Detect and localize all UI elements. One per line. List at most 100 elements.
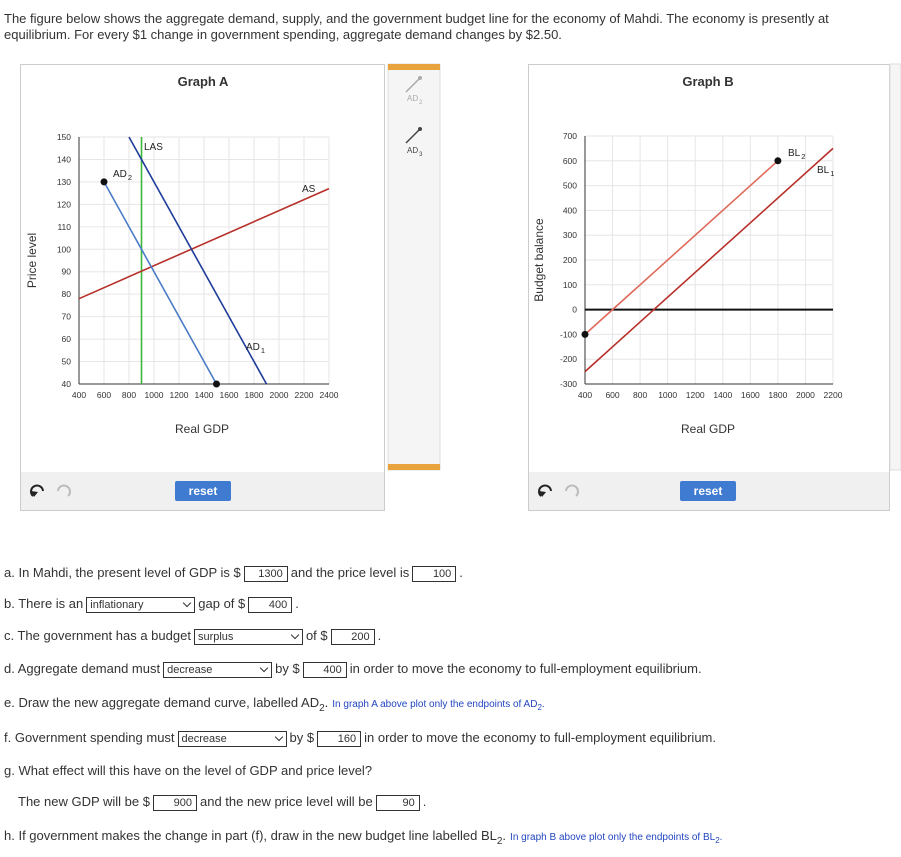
- text: d. Aggregate demand must: [4, 661, 161, 676]
- y-tick-label: 120: [57, 199, 71, 209]
- y-axis-title: Price level: [25, 233, 39, 288]
- y-tick-label: 100: [563, 280, 577, 290]
- text: gap of $: [198, 596, 246, 611]
- input[interactable]: 900: [153, 795, 197, 811]
- x-tick-label: 600: [605, 390, 619, 400]
- text: .: [324, 695, 329, 710]
- text: .: [459, 565, 463, 580]
- x-axis-title: Real GDP: [175, 422, 229, 436]
- undo-arc: [30, 484, 44, 497]
- curve: [78, 187, 330, 300]
- y-tick-label: 50: [62, 357, 72, 367]
- input[interactable]: 160: [317, 731, 362, 747]
- y-tick-label: 0: [572, 305, 577, 315]
- y-tick-label: 300: [563, 230, 577, 240]
- text: c. The government has a budget: [4, 628, 191, 643]
- tool-label-sub: 3: [419, 152, 423, 158]
- point: [100, 178, 108, 186]
- text: by $: [275, 661, 300, 676]
- x-tick-label: 400: [72, 390, 86, 400]
- question: The new GDP will be $900 and the new pric…: [18, 793, 426, 811]
- undo-icon[interactable]: [538, 484, 552, 497]
- y-tick-label: 700: [563, 131, 577, 141]
- select[interactable]: inflationary: [86, 597, 196, 613]
- curve-label-sub: 1: [261, 346, 265, 355]
- select[interactable]: decrease: [163, 662, 273, 678]
- text: b. There is an: [4, 596, 84, 611]
- curve: [584, 147, 834, 373]
- tool-icon-line: [405, 77, 421, 93]
- question: f. Government spending must decrease by $1…: [4, 729, 716, 747]
- reset-button[interactable]: [175, 481, 231, 501]
- text: h. If government makes the change in par…: [4, 828, 497, 843]
- text: g. What effect will this have on the lev…: [4, 763, 373, 778]
- curve-label-sub: 1: [830, 169, 834, 178]
- input[interactable]: 100: [412, 566, 457, 582]
- question: c. The government has a budget surplus of …: [4, 627, 381, 645]
- text: .: [422, 794, 427, 809]
- text: and the price level is: [290, 565, 410, 580]
- text: e. Draw the new aggregate demand curve, …: [4, 695, 320, 710]
- y-tick-label: 60: [62, 334, 72, 344]
- x-tick-label: 2200: [824, 390, 843, 400]
- curve: [584, 160, 779, 335]
- point: [774, 157, 782, 165]
- redo-arc: [57, 484, 71, 497]
- graph-title: Graph B: [682, 74, 733, 89]
- reset-label[interactable]: reset: [694, 484, 723, 498]
- input[interactable]: 400: [248, 597, 293, 613]
- curve-label: AS: [302, 184, 316, 195]
- text: of $: [305, 628, 328, 643]
- input[interactable]: 400: [302, 662, 347, 678]
- input[interactable]: 1300: [243, 566, 288, 582]
- question: h. If government makes the change in par…: [4, 827, 722, 851]
- y-tick-label: 100: [57, 244, 71, 254]
- undo-head: [31, 491, 38, 497]
- select[interactable]: surplus: [193, 629, 303, 645]
- question: e. Draw the new aggregate demand curve, …: [4, 694, 545, 718]
- text: in order to move the economy to full-emp…: [349, 661, 702, 676]
- y-tick-label: 110: [57, 222, 71, 232]
- x-tick-label: 1800: [245, 390, 264, 400]
- sub: 2: [319, 703, 325, 714]
- tool-label: AD: [407, 94, 418, 103]
- reset-label[interactable]: reset: [189, 484, 218, 498]
- redo-icon[interactable]: [565, 484, 579, 497]
- y-tick-label: 70: [62, 312, 72, 322]
- input[interactable]: 200: [330, 629, 375, 645]
- x-tick-label: 800: [122, 390, 136, 400]
- note: In graph A above plot only the endpoints…: [332, 699, 538, 710]
- y-tick-label: 40: [62, 379, 72, 389]
- note-sub: 2: [537, 703, 542, 712]
- y-tick-label: 400: [563, 205, 577, 215]
- x-tick-label: 400: [578, 390, 592, 400]
- y-tick-label: 90: [62, 267, 72, 277]
- y-tick-label: 600: [563, 156, 577, 166]
- redo-arc: [565, 484, 579, 497]
- reset-button[interactable]: [680, 481, 736, 501]
- x-tick-label: 1200: [170, 390, 189, 400]
- point: [581, 330, 589, 338]
- select[interactable]: decrease: [177, 731, 287, 747]
- graph-a-panel: [20, 64, 385, 511]
- point: [213, 380, 220, 388]
- tool-icon[interactable]: [405, 127, 422, 144]
- curve-label-sub: 2: [801, 152, 805, 161]
- y-tick-label: 140: [57, 154, 71, 164]
- text: The new GDP will be $: [18, 794, 150, 809]
- x-tick-label: 2000: [270, 390, 289, 400]
- tool-icon[interactable]: [405, 76, 422, 93]
- x-tick-label: 2000: [796, 390, 815, 400]
- question: d. Aggregate demand must decrease by $400 i…: [4, 660, 702, 678]
- text: a. In Mahdi, the present level of GDP is…: [4, 565, 241, 580]
- x-tick-label: 1600: [741, 390, 760, 400]
- input[interactable]: 90: [375, 795, 420, 811]
- y-tick-label: 150: [57, 132, 71, 142]
- undo-icon[interactable]: [30, 484, 44, 497]
- redo-icon[interactable]: [57, 484, 71, 497]
- curve-label: AD: [113, 169, 127, 180]
- y-tick-label: 80: [62, 289, 72, 299]
- note-end: .: [541, 699, 545, 710]
